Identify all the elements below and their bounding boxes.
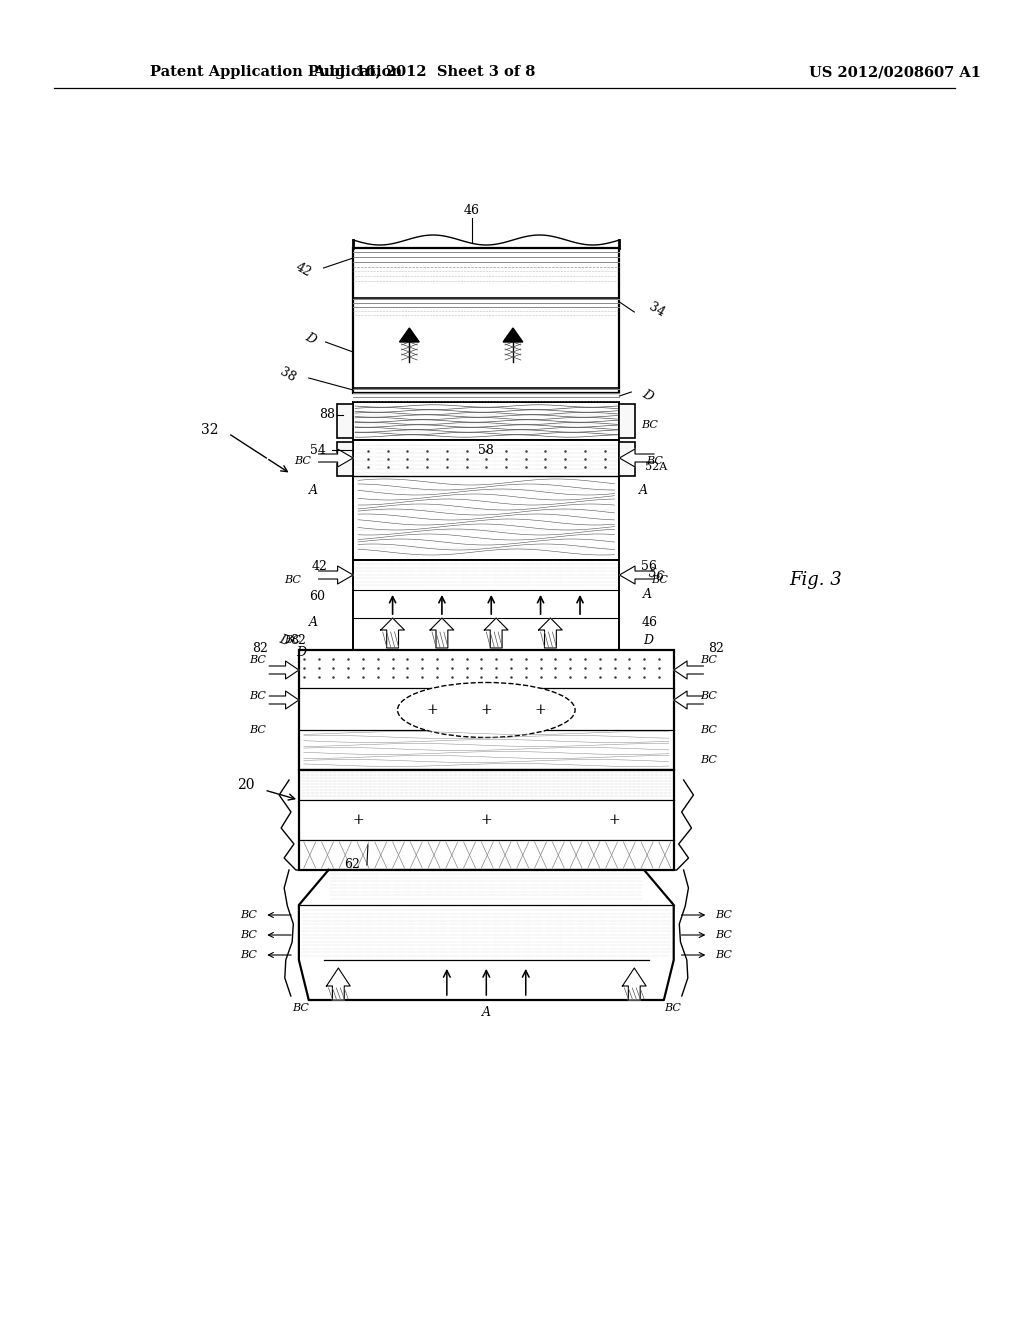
Text: US 2012/0208607 A1: US 2012/0208607 A1 [809, 65, 981, 79]
Text: +: + [535, 704, 547, 717]
Text: A: A [308, 615, 317, 628]
Polygon shape [430, 618, 454, 648]
Text: BC: BC [651, 576, 668, 585]
Text: 82: 82 [253, 642, 268, 655]
Text: Fig. 3: Fig. 3 [790, 572, 842, 589]
Text: 56: 56 [646, 566, 666, 583]
Text: +: + [480, 704, 493, 717]
Bar [299, 770, 674, 870]
Text: 46: 46 [464, 203, 479, 216]
Text: BC: BC [700, 655, 717, 665]
Bar [353, 403, 620, 440]
Polygon shape [269, 690, 299, 709]
Text: 38: 38 [278, 366, 298, 384]
Text: BC: BC [715, 950, 732, 960]
Text: 58: 58 [478, 444, 495, 457]
Polygon shape [327, 968, 350, 1001]
Polygon shape [674, 690, 703, 709]
Text: BC: BC [284, 635, 301, 645]
Text: 20: 20 [237, 777, 255, 792]
Ellipse shape [397, 682, 575, 738]
Bar [353, 560, 620, 649]
Text: 52A: 52A [645, 462, 668, 473]
Polygon shape [503, 327, 523, 342]
Text: BC: BC [250, 690, 266, 701]
Text: BC: BC [292, 1003, 309, 1012]
Polygon shape [299, 870, 674, 1001]
Polygon shape [623, 968, 646, 1001]
Bar [337, 404, 353, 438]
Text: BC: BC [250, 725, 266, 735]
Polygon shape [620, 566, 654, 583]
Text: D: D [643, 634, 653, 647]
Text: D: D [296, 645, 306, 659]
Bar [353, 440, 620, 560]
Text: 60: 60 [309, 590, 326, 603]
Text: A: A [643, 587, 652, 601]
Text: +: + [608, 813, 621, 828]
Text: 46: 46 [641, 615, 657, 628]
Text: A: A [308, 483, 317, 496]
Text: 54: 54 [309, 444, 326, 457]
Polygon shape [484, 618, 508, 648]
Text: 82: 82 [290, 634, 306, 647]
Text: BC: BC [700, 755, 717, 766]
Text: +: + [426, 704, 438, 717]
Text: +: + [480, 813, 493, 828]
Text: Patent Application Publication: Patent Application Publication [150, 65, 402, 79]
Text: BC: BC [664, 1003, 681, 1012]
Text: BC: BC [241, 909, 257, 920]
Polygon shape [620, 449, 654, 467]
Polygon shape [318, 566, 353, 583]
Polygon shape [381, 618, 404, 648]
Text: Aug. 16, 2012  Sheet 3 of 8: Aug. 16, 2012 Sheet 3 of 8 [313, 65, 536, 79]
Text: 62: 62 [344, 858, 360, 871]
Text: 42: 42 [294, 260, 313, 280]
Text: A: A [482, 1006, 490, 1019]
Bar [353, 248, 620, 393]
Text: BC: BC [715, 909, 732, 920]
Bar [620, 404, 635, 438]
Bar [337, 442, 353, 477]
Text: 88: 88 [319, 408, 336, 421]
Text: A: A [639, 483, 648, 496]
Text: 32: 32 [202, 422, 219, 437]
Bar [620, 442, 635, 477]
Text: BC: BC [700, 690, 717, 701]
Text: 82: 82 [709, 642, 724, 655]
Text: D: D [302, 330, 317, 346]
Bar [299, 649, 674, 770]
Polygon shape [399, 327, 419, 342]
Text: 42: 42 [311, 561, 328, 573]
Polygon shape [539, 618, 562, 648]
Polygon shape [318, 449, 353, 467]
Polygon shape [269, 661, 299, 678]
Text: BC: BC [250, 655, 266, 665]
Text: D: D [278, 632, 291, 648]
Text: BC: BC [715, 931, 732, 940]
Text: 34: 34 [646, 301, 667, 319]
Text: 56: 56 [641, 561, 657, 573]
Text: BC: BC [284, 576, 301, 585]
Polygon shape [674, 661, 703, 678]
Text: +: + [352, 813, 364, 828]
Text: BC: BC [700, 725, 717, 735]
Text: BC: BC [241, 931, 257, 940]
Text: D: D [639, 387, 654, 403]
Text: BC: BC [241, 950, 257, 960]
Text: BC: BC [641, 420, 658, 430]
Text: BC: BC [294, 455, 310, 466]
Text: BC: BC [646, 455, 663, 466]
